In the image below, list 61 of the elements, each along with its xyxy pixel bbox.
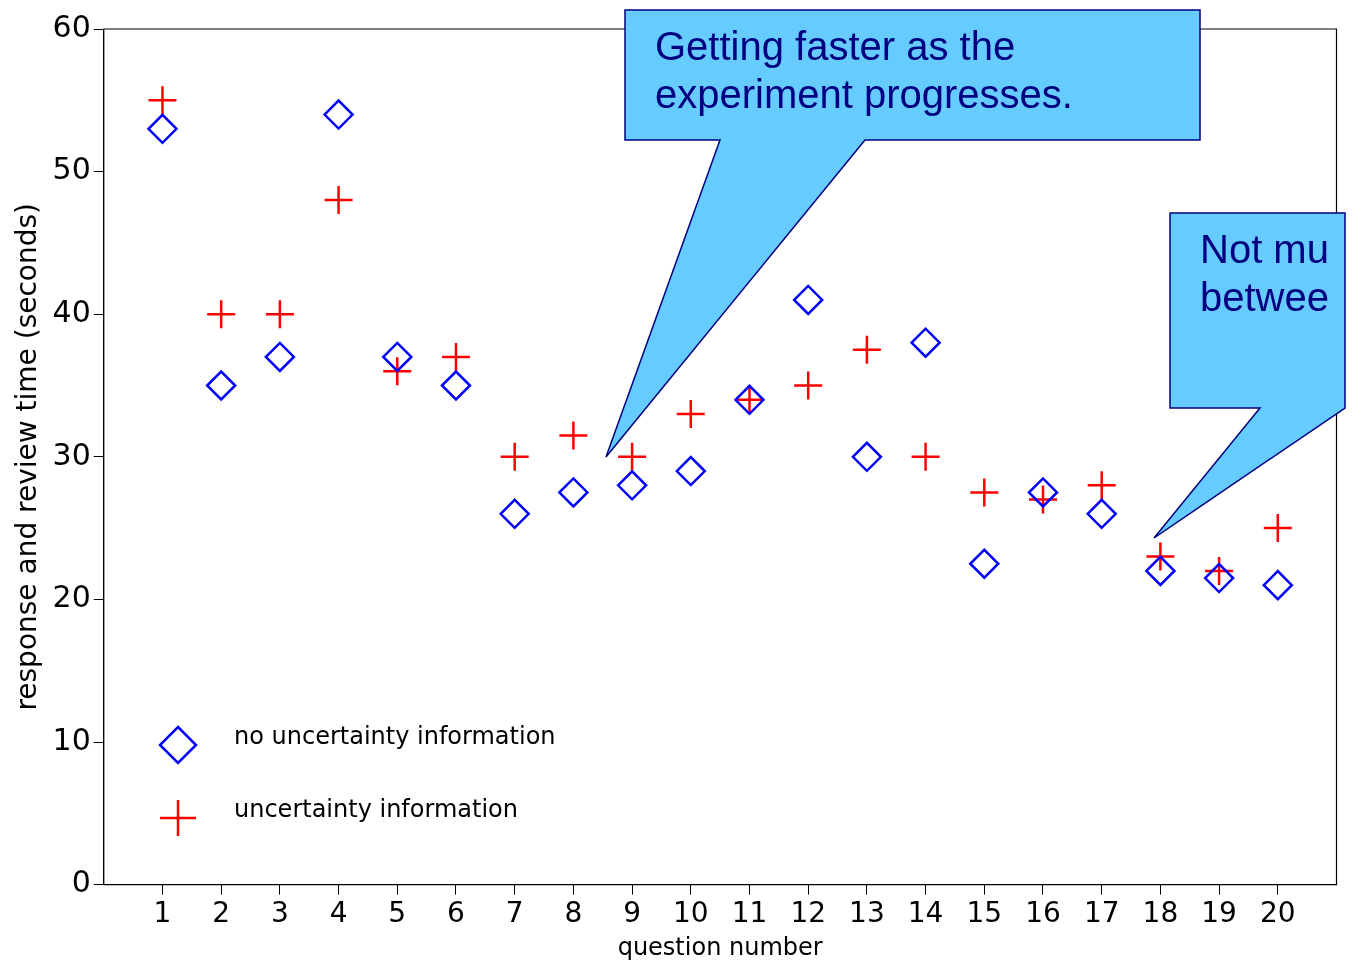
x-tick-label: 2 <box>212 895 231 929</box>
y-tick-label: 40 <box>52 294 91 329</box>
y-tick-label: 60 <box>52 8 91 44</box>
y-tick-label: 30 <box>52 436 91 472</box>
x-tick-label: 1 <box>153 895 172 929</box>
y-tick-label: 10 <box>52 721 91 757</box>
x-tick-label: 19 <box>1201 895 1237 929</box>
x-tick-label: 5 <box>388 895 407 929</box>
point <box>148 86 177 115</box>
point <box>324 186 353 215</box>
y-tick-label: 20 <box>52 579 91 615</box>
x-tick-label: 12 <box>790 895 827 929</box>
x-tick-label: 17 <box>1083 895 1120 929</box>
point <box>500 442 529 471</box>
point <box>616 470 648 501</box>
x-tick-label: 8 <box>564 895 583 929</box>
x-tick-label: 7 <box>505 895 524 929</box>
x-tick-label: 9 <box>623 895 641 929</box>
point <box>559 421 588 450</box>
point <box>911 442 940 471</box>
annotation: Getting faster as the experiment progresses. <box>655 23 1074 118</box>
point <box>1145 555 1176 587</box>
x-tick-label: 4 <box>329 895 348 929</box>
point <box>969 548 1000 579</box>
point <box>675 455 707 487</box>
x-tick-label: 3 <box>270 895 289 929</box>
legend-label: no uncertainty information <box>234 721 556 750</box>
x-tick-label: 15 <box>966 895 1003 929</box>
point <box>792 284 824 316</box>
point <box>970 478 999 507</box>
x-tick-label: 6 <box>447 895 465 929</box>
point <box>264 341 296 373</box>
point <box>382 341 413 373</box>
point <box>440 370 472 401</box>
point <box>851 441 883 473</box>
x-tick-label: 20 <box>1259 895 1296 929</box>
x-axis-title: question number <box>617 932 823 961</box>
point <box>1027 477 1059 508</box>
point <box>147 113 178 145</box>
y-tick-label: 0 <box>71 864 91 900</box>
point <box>499 498 530 530</box>
x-tick-label: 14 <box>907 895 944 929</box>
point <box>323 99 354 130</box>
x-tick-label: 11 <box>731 895 768 929</box>
x-tick-label: 18 <box>1142 895 1179 929</box>
x-tick-label: 10 <box>672 895 709 929</box>
annotation: Not mu betwee <box>1200 226 1330 321</box>
point <box>205 370 237 401</box>
y-axis-title: response and review time (seconds) <box>10 203 44 711</box>
point <box>1203 562 1235 594</box>
x-tick-label: 13 <box>849 895 885 929</box>
point <box>383 357 412 386</box>
point <box>1087 471 1116 500</box>
point <box>910 327 941 358</box>
y-tick-label: 50 <box>52 151 91 187</box>
point <box>1086 498 1117 530</box>
point <box>794 371 823 400</box>
legend-label: uncertainty information <box>234 794 519 823</box>
x-tick-label: 16 <box>1025 895 1061 929</box>
point <box>558 477 589 508</box>
point <box>1262 569 1294 601</box>
